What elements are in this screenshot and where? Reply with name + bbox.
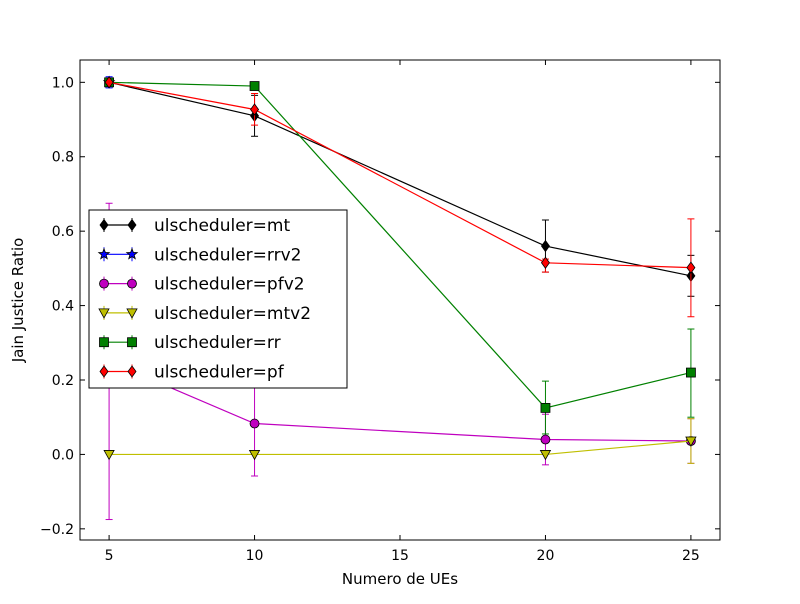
series-ulscheduler=mtv2 bbox=[103, 418, 697, 464]
data-point bbox=[248, 450, 261, 461]
legend-marker bbox=[99, 337, 109, 348]
y-tick-label: 0.2 bbox=[52, 373, 74, 389]
legend-entry: ulscheduler=pfv2 bbox=[99, 275, 305, 295]
series-line bbox=[108, 360, 691, 442]
legend-label: ulscheduler=rr bbox=[154, 333, 281, 353]
series-line bbox=[108, 81, 692, 277]
legend-marker bbox=[127, 278, 137, 289]
legend: ulscheduler=mt ulscheduler=rrv2 ulschedule… bbox=[88, 209, 348, 389]
y-tick-label: 0.8 bbox=[52, 150, 74, 166]
legend-marker bbox=[99, 278, 109, 289]
data-point bbox=[539, 450, 552, 461]
x-tick-label: 25 bbox=[682, 548, 700, 564]
legend-label: ulscheduler=mtv2 bbox=[154, 304, 311, 324]
legend-label: ulscheduler=rrv2 bbox=[154, 245, 301, 265]
y-tick-label: 0.6 bbox=[52, 224, 74, 240]
x-tick-label: 15 bbox=[391, 548, 409, 564]
series-line bbox=[109, 440, 691, 456]
legend-marker bbox=[98, 308, 110, 319]
data-point bbox=[103, 450, 115, 461]
legend-marker bbox=[127, 337, 137, 348]
data-point bbox=[250, 103, 260, 116]
legend-box bbox=[88, 209, 348, 389]
data-point bbox=[685, 436, 697, 447]
legend-marker bbox=[127, 218, 137, 232]
y-tick-label: 0.0 bbox=[52, 447, 74, 463]
legend-entry: ulscheduler=mtv2 bbox=[98, 304, 311, 324]
legend-marker bbox=[99, 365, 109, 378]
data-point bbox=[540, 403, 551, 413]
legend-marker bbox=[99, 218, 109, 232]
legend-label: ulscheduler=mt bbox=[154, 216, 290, 236]
y-tick-label: 0.4 bbox=[52, 299, 74, 315]
data-point bbox=[249, 81, 260, 91]
legend-entry: ulscheduler=rr bbox=[99, 333, 281, 353]
data-point bbox=[686, 367, 696, 378]
data-point bbox=[540, 239, 550, 253]
data-point bbox=[540, 434, 551, 445]
data-point bbox=[104, 76, 114, 89]
series-ulscheduler=pf bbox=[104, 76, 696, 318]
legend-label: ulscheduler=pfv2 bbox=[154, 275, 305, 295]
series-line bbox=[109, 81, 692, 409]
x-tick-label: 10 bbox=[246, 548, 264, 564]
legend-marker bbox=[97, 247, 111, 260]
x-tick-label: 20 bbox=[537, 548, 555, 564]
data-point bbox=[540, 256, 550, 269]
y-tick-label: 1.0 bbox=[52, 75, 74, 91]
data-point bbox=[249, 418, 260, 429]
legend-entry: ulscheduler=mt bbox=[99, 216, 290, 236]
legend-marker bbox=[126, 308, 138, 319]
legend-entry: ulscheduler=rrv2 bbox=[97, 245, 301, 265]
data-point bbox=[686, 261, 696, 274]
y-axis-label: Jain Justice Ratio bbox=[9, 238, 27, 364]
series-line bbox=[108, 81, 691, 269]
y-tick-label: −0.2 bbox=[40, 522, 74, 538]
x-axis-label: Numero de UEs bbox=[342, 570, 458, 588]
legend-label: ulscheduler=pf bbox=[154, 363, 285, 383]
x-tick-label: 5 bbox=[105, 548, 114, 564]
legend-entry: ulscheduler=pf bbox=[99, 363, 285, 383]
legend-marker bbox=[125, 247, 139, 260]
legend-marker bbox=[127, 365, 137, 378]
